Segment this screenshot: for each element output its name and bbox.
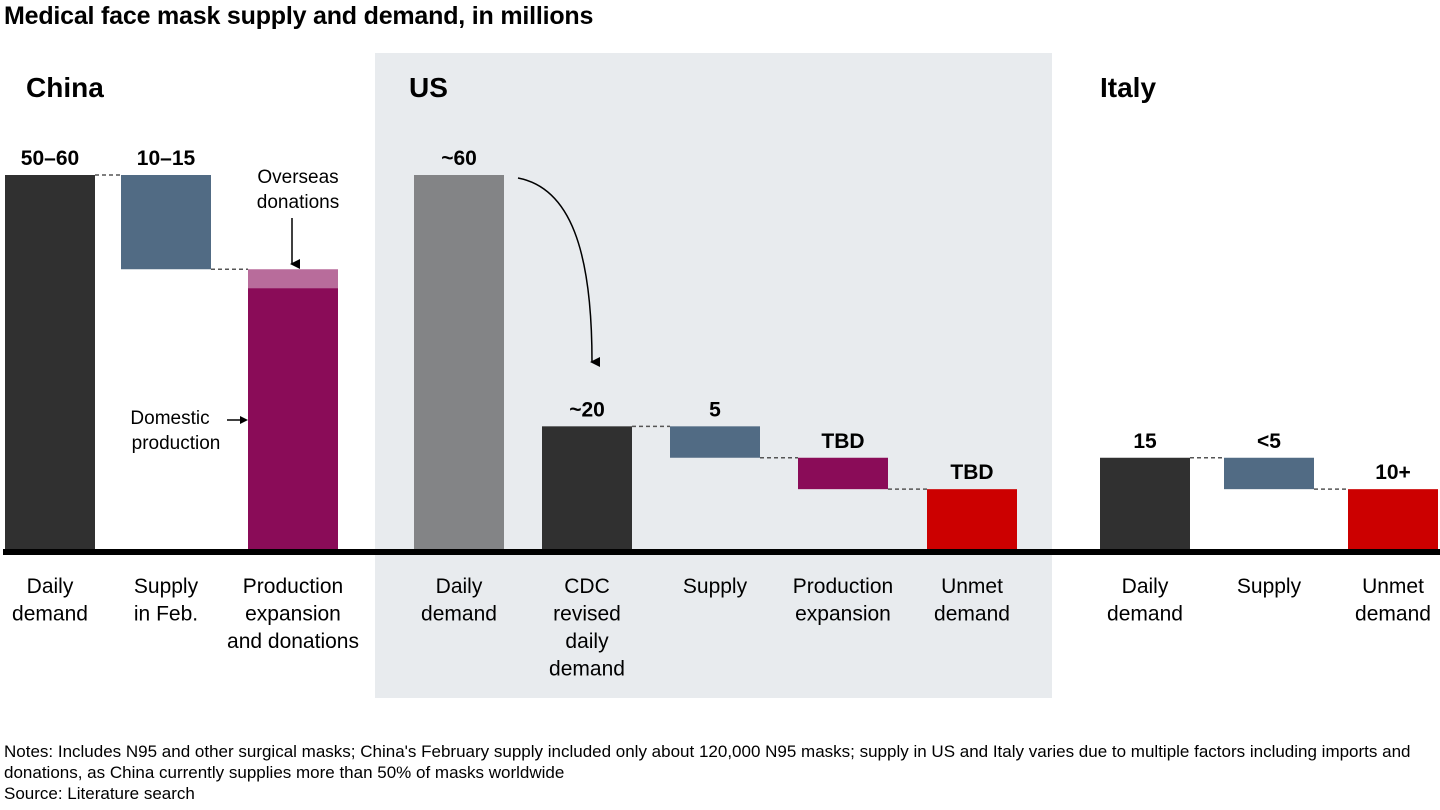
bar-us-production-expansion	[798, 457, 888, 490]
value-label-us-unmet-demand: TBD	[950, 461, 993, 484]
bar-us-daily-demand	[414, 175, 504, 552]
category-label-us-cdc-revised-daily-demand: CDC revised daily demand	[549, 575, 625, 681]
category-label-china-daily-demand: Daily demand	[12, 575, 88, 626]
category-label-us-daily-demand: Daily demand	[421, 575, 497, 626]
baseline-axis	[3, 549, 1440, 555]
source-text: Source: Literature search	[4, 784, 195, 803]
category-label-us-production-expansion: Production expansion	[793, 575, 893, 626]
value-label-italy-unmet-demand: 10+	[1375, 461, 1411, 484]
chart-title: Medical face mask supply and demand, in …	[4, 2, 594, 30]
bar-china-production-expansion-and-donations-domestic-production	[248, 288, 338, 552]
value-label-us-production-expansion: TBD	[821, 430, 864, 453]
value-label-us-daily-demand: ~60	[441, 147, 477, 170]
notes-text: Notes: Includes N95 and other surgical m…	[4, 742, 1411, 782]
arrow-domestic-production-head	[240, 416, 248, 424]
value-label-italy-supply: <5	[1257, 430, 1281, 453]
category-label-china-production-expansion-and-donations: Production expansion and donations	[227, 575, 359, 653]
value-label-us-cdc-revised-daily-demand: ~20	[569, 398, 605, 421]
category-label-us-supply: Supply	[683, 575, 748, 598]
bar-us-supply	[670, 426, 760, 458]
bar-italy-supply	[1224, 457, 1314, 490]
category-label-italy-supply: Supply	[1237, 575, 1302, 598]
value-label-us-supply: 5	[709, 398, 721, 421]
notes: Notes: Includes N95 and other surgical m…	[4, 741, 1434, 804]
annotation-domestic-production: Domestic production	[130, 408, 220, 454]
annotation-overseas-donations: Overseas donations	[257, 167, 339, 213]
bar-china-supply-in-feb	[121, 175, 211, 270]
curved-arrow-us-demand-revision	[517, 177, 601, 367]
category-label-china-supply-in-feb: Supply in Feb.	[134, 575, 199, 626]
bar-italy-daily-demand	[1100, 457, 1190, 552]
bar-china-production-expansion-and-donations-overseas-donations	[248, 269, 338, 289]
value-label-italy-daily-demand: 15	[1133, 430, 1157, 453]
value-label-china-supply-in-feb: 10–15	[137, 147, 196, 170]
region-label-us: US	[409, 72, 448, 103]
bar-us-cdc-revised-daily-demand	[542, 426, 632, 552]
category-label-us-unmet-demand: Unmet demand	[934, 575, 1010, 626]
category-label-italy-daily-demand: Daily demand	[1107, 575, 1183, 626]
category-label-italy-unmet-demand: Unmet demand	[1355, 575, 1431, 626]
bar-us-unmet-demand	[927, 489, 1017, 552]
value-label-china-daily-demand: 50–60	[21, 147, 79, 170]
bar-italy-unmet-demand	[1348, 489, 1438, 552]
region-label-italy: Italy	[1100, 72, 1157, 103]
region-label-china: China	[26, 72, 104, 103]
bar-china-daily-demand	[5, 175, 95, 552]
